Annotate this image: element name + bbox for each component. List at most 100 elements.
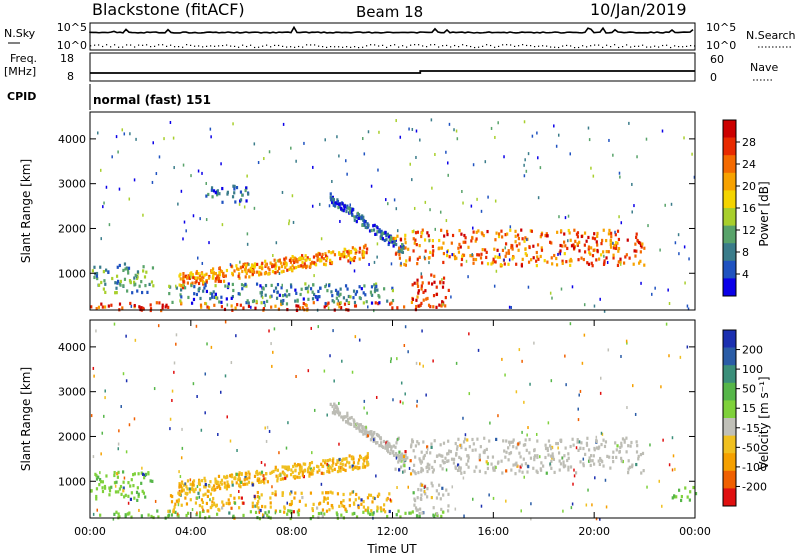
scatter-cell	[241, 269, 244, 274]
scatter-cell	[167, 509, 170, 513]
scatter-cell	[417, 291, 420, 295]
scatter-cell	[239, 198, 243, 202]
scatter-cell	[475, 465, 478, 469]
scatter-cell	[409, 459, 412, 463]
scatter-cell	[490, 462, 493, 466]
scatter-cell	[267, 266, 270, 270]
scatter-cell	[363, 284, 366, 288]
scatter-cell	[95, 307, 98, 311]
nsearch-dot	[370, 44, 372, 46]
scatter-cell	[308, 257, 311, 262]
nsearch-dot	[110, 46, 112, 48]
scatter-speck	[684, 281, 686, 285]
scatter-cell	[395, 441, 398, 445]
nsearch-dot	[306, 44, 308, 46]
scatter-cell	[151, 266, 155, 270]
scatter-cell	[191, 488, 195, 492]
scatter-speck	[281, 283, 283, 287]
scatter-speck	[667, 288, 669, 292]
scatter-cell	[276, 468, 280, 472]
scatter-cell	[396, 454, 399, 458]
scatter-cell	[216, 189, 219, 193]
scatter-cell	[621, 459, 624, 464]
scatter-cell	[338, 411, 342, 415]
colorbar-tick-label: 12	[742, 224, 756, 237]
nsearch-dot	[198, 45, 200, 47]
scatter-cell	[265, 299, 269, 303]
scatter-speck	[169, 417, 172, 421]
scatter-cell	[310, 472, 313, 476]
scatter-cell	[362, 457, 365, 461]
scatter-cell	[129, 280, 132, 285]
scatter-speck	[175, 333, 178, 337]
scatter-cell	[341, 254, 344, 258]
scatter-speck	[396, 486, 398, 490]
scatter-cell	[357, 466, 360, 471]
scatter-speck	[175, 342, 177, 346]
scatter-cell	[350, 210, 353, 214]
scatter-cell	[430, 481, 433, 485]
scatter-cell	[260, 301, 263, 305]
scatter-cell	[432, 249, 435, 253]
scatter-cell	[447, 288, 450, 292]
nsearch-dot	[542, 45, 544, 47]
scatter-cell	[401, 246, 404, 250]
scatter-cell	[168, 509, 171, 513]
scatter-speck	[118, 429, 120, 433]
y-tick-label: 3000	[58, 178, 86, 191]
scatter-cell	[239, 266, 243, 270]
scatter-cell	[211, 486, 214, 490]
scatter-cell	[432, 305, 435, 309]
scatter-cell	[288, 509, 292, 513]
scatter-cell	[241, 193, 244, 197]
scatter-speck	[600, 431, 603, 435]
scatter-speck	[197, 256, 199, 260]
scatter-cell	[419, 507, 422, 511]
scatter-cell	[492, 468, 495, 472]
scatter-cell	[191, 273, 194, 277]
colorbar-swatch	[723, 208, 736, 226]
scatter-cell	[244, 482, 247, 486]
scatter-speck	[353, 269, 356, 273]
scatter-cell	[371, 293, 374, 297]
scatter-cell	[352, 258, 356, 263]
scatter-speck	[604, 478, 607, 482]
scatter-cell	[582, 257, 585, 262]
scatter-cell	[329, 258, 332, 262]
scatter-cell	[516, 233, 520, 237]
scatter-speck	[419, 138, 421, 142]
scatter-cell	[349, 295, 352, 299]
scatter-cell	[192, 479, 196, 483]
scatter-cell	[323, 512, 326, 516]
scatter-cell	[135, 490, 139, 494]
scatter-cell	[328, 458, 331, 462]
scatter-cell	[304, 282, 307, 286]
scatter-cell	[540, 461, 543, 465]
scatter-speck	[521, 430, 523, 434]
scatter-cell	[408, 256, 411, 260]
scatter-speck	[605, 505, 608, 509]
scatter-cell	[542, 464, 545, 468]
scatter-cell	[335, 462, 338, 467]
scatter-cell	[400, 465, 403, 469]
colorbar-tick-label: 50	[742, 383, 756, 396]
scatter-cell	[355, 290, 359, 294]
scatter-speck	[181, 427, 183, 431]
scatter-cell	[354, 304, 358, 308]
nsky-label: N.Sky	[4, 27, 36, 40]
scatter-cell	[244, 282, 247, 287]
scatter-cell	[596, 243, 599, 247]
scatter-cell	[371, 511, 374, 515]
scatter-cell	[302, 462, 305, 466]
velocity-scatter-cells	[90, 320, 698, 521]
scatter-cell	[289, 492, 292, 496]
scatter-cell	[198, 286, 201, 291]
scatter-cell	[266, 513, 269, 517]
scatter-speck	[429, 208, 431, 212]
scatter-cell	[99, 513, 102, 517]
scatter-cell	[108, 489, 112, 493]
scatter-cell	[221, 186, 224, 191]
scatter-cell	[329, 192, 332, 196]
scatter-cell	[201, 505, 204, 509]
scatter-cell	[197, 281, 201, 286]
